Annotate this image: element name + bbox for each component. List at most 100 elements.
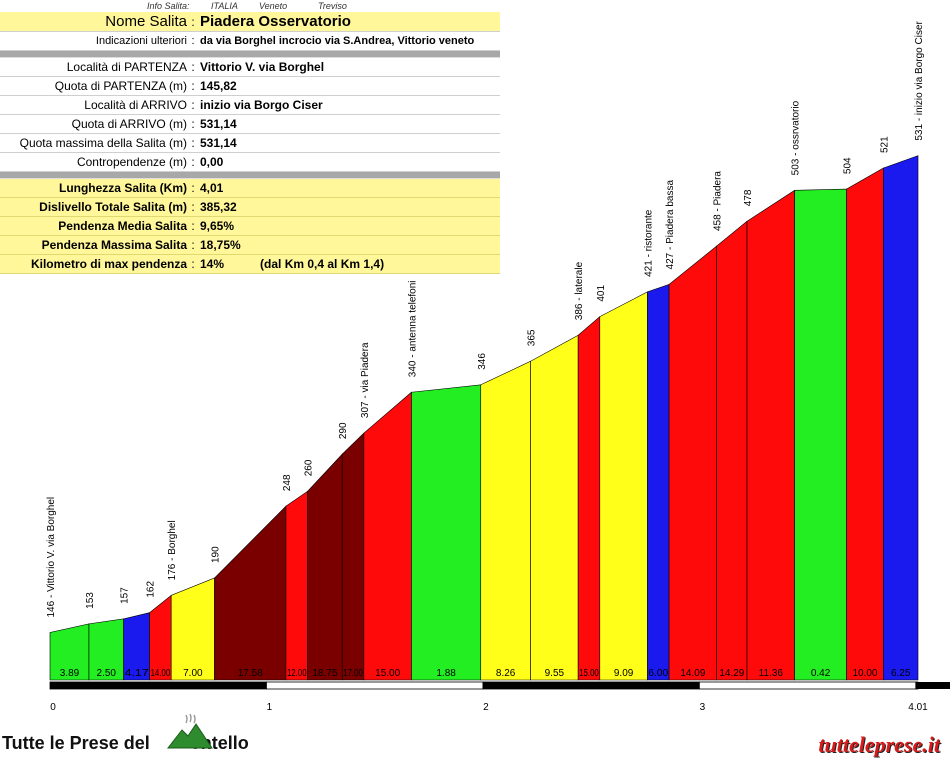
info-row-value-text: 9,65% [200,219,235,233]
info-row-value-text: inizio via Borgo Ciser [200,98,323,112]
x-tick-label: 1 [267,702,273,713]
info-row-value: 9,65% [196,217,500,235]
point-elevation-label: 478 [743,189,754,206]
profile-segment [307,453,343,681]
profile-segment [647,284,670,681]
point-elevation-label: 531 - inizio via Borgo Ciser [914,20,925,140]
segment-grade-label: 4.17 [125,668,150,679]
km-scale-band [266,681,484,690]
point-elevation-label: 427 - Piadera bassa [665,180,676,270]
point-elevation-label: 421 - ristorante [643,209,654,277]
info-header-province: Treviso [318,1,347,11]
segment-grade-label: 1.88 [436,668,456,679]
info-row-value: 385,32 [196,198,500,216]
info-row-value-text: 14% [200,257,225,271]
point-elevation-label: 401 [596,285,607,302]
segment-grade-label: 7.00 [183,668,203,679]
profile-segment [599,291,648,681]
info-row-end_place: Località di ARRIVO: inizio via Borgo Cise… [0,96,500,115]
info-row-value-text: 0,00 [200,155,224,169]
profile-segment [668,245,717,681]
info-separator [0,51,500,58]
info-row-name: Nome Salita: Piadera Osservatorio [0,12,500,32]
info-row-label: Quota di ARRIVO (m) [71,117,187,131]
segment-grade-label: 11.36 [759,668,784,679]
info-row-colon: : [191,136,195,150]
info-row-gain: Dislivello Totale Salita (m):385,32 [0,198,500,217]
info-row-colon: : [191,200,195,214]
segment-grade-label: 14.29 [719,668,744,679]
km-scale-band [698,681,917,690]
segment-grade-label: 17.00 [343,668,363,679]
info-row-value-text: Piadera Osservatorio [200,13,351,30]
info-row-label: Quota di PARTENZA (m) [54,79,187,93]
segment-grade-label: 9.55 [545,668,565,679]
info-header-country: ITALIA [211,1,238,11]
point-elevation-label: 521 [879,136,890,153]
segment-grade-label: 2.50 [97,668,117,679]
profile-segment [363,391,412,681]
point-elevation-label: 146 - Vittorio V. via Borghel [46,497,57,618]
profile-segment [794,188,847,681]
info-row-value: 18,75% [196,236,500,254]
footer-brand-text-a: Tutte le Prese del [2,733,150,753]
profile-segment [285,490,308,681]
info-row-colon: : [191,155,195,169]
info-row-label: Quota massima della Salita (m) [19,136,187,150]
profile-segment [480,360,531,681]
info-row-extra: (dal Km 0,4 al Km 1,4) [260,257,385,271]
segment-grade-label: 9.09 [614,668,634,679]
info-row-colon: : [191,257,195,271]
segment-grade-label: 6.25 [891,668,911,679]
info-row-value-text: 531,14 [200,136,237,150]
segment-grade-label: 17.58 [238,668,263,679]
info-row-notes: Indicazioni ulteriori: da via Borghel inc… [0,32,500,51]
x-tick-label: 2 [483,702,489,713]
point-elevation-label: 346 [477,353,488,370]
point-elevation-label: 504 [843,157,854,174]
x-tick-label: 0 [50,702,56,713]
info-row-start_alt: Quota di PARTENZA (m):145,82 [0,77,500,96]
info-row-value-text: 385,32 [200,200,237,214]
info-separator [0,172,500,179]
info-row-label: Pendenza Massima Salita [41,238,187,252]
info-header-region: Veneto [259,1,288,11]
profile-segment [411,384,482,681]
segment-grade-label: 3.89 [60,668,80,679]
point-elevation-label: 307 - via Piadera [360,342,371,418]
km-scale-band [49,681,267,690]
info-row-value: da via Borghel incrocio via S.Andrea, Vi… [196,32,500,50]
info-row-label: Dislivello Totale Salita (m) [39,200,187,214]
segment-grade-label: 15.00 [375,668,400,679]
info-row-colon: : [191,79,195,93]
info-row-label: Località di PARTENZA [66,60,187,74]
info-row-value-text: Vittorio V. via Borghel [200,60,325,74]
profile-segment [716,220,748,681]
info-row-value-text: 531,14 [200,117,237,131]
info-row-label: Kilometro di max pendenza [30,257,187,271]
profile-segment [746,189,795,681]
site-watermark: tutteleprese.it [818,732,940,757]
info-row-colon: : [191,238,195,252]
info-row-label: Lunghezza Salita (Km) [58,181,187,195]
info-row-colon: : [191,15,195,29]
info-row-colon: : [191,117,195,131]
segment-grade-label: 8.26 [496,668,516,679]
point-elevation-label: 190 [211,546,222,563]
point-elevation-label: 340 - antenna telefoni [407,280,418,377]
info-table: Nome Salita: Piadera Osservatorio Indicazi… [0,12,500,274]
point-elevation-label: 157 [120,587,131,604]
point-elevation-label: 248 [282,474,293,491]
point-elevation-label: 458 - Piadera [713,171,724,231]
segment-grade-label: 0.42 [811,668,831,679]
info-row-value: 4,01 [196,179,500,197]
info-row-max_km: Kilometro di max pendenza:14% (dal Km 0,4… [0,255,500,274]
info-row-counter: Contropendenze (m):0,00 [0,153,500,172]
profile-segment [883,155,919,681]
info-row-max_alt: Quota massima della Salita (m):531,14 [0,134,500,153]
info-row-value-text: 4,01 [200,181,224,195]
profile-segment [214,505,287,681]
info-row-label: Indicazioni ulteriori [95,35,187,47]
point-elevation-label: 162 [146,581,157,598]
segment-grade-label: 18.75 [312,668,337,679]
